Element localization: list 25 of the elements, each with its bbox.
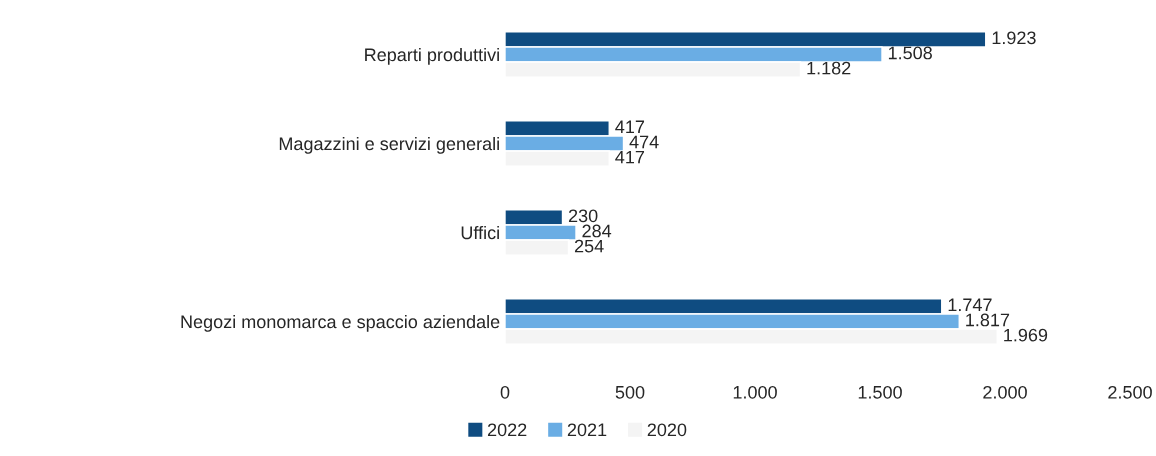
y-tick-label: Uffici [461,225,499,240]
data-label: 1.817 [966,313,1010,327]
data-label: 474 [629,135,659,149]
x-tick-label: 2.000 [983,385,1027,399]
x-tick-label: 1.000 [733,385,777,399]
data-label: 284 [582,224,612,238]
x-tick-label: 2.500 [1108,385,1152,399]
legend-label: 2022 [487,423,527,437]
data-label: 230 [568,209,598,223]
data-label: 1.969 [1004,328,1048,342]
x-tick-label: 1.500 [858,385,902,399]
y-tick-label: Negozi monomarca e spaccio aziendale [181,314,500,332]
legend-label: 2021 [567,423,607,437]
data-label: 417 [615,150,645,164]
data-label: 1.923 [992,31,1036,45]
y-tick-label: Magazzini e servizi generali [279,136,499,154]
data-label: 1.747 [948,298,992,312]
data-label: 1.508 [888,46,932,60]
legend-label: 2020 [647,423,687,437]
data-label: 1.182 [807,61,851,75]
data-label: 254 [574,239,604,253]
x-tick-label: 0 [500,385,510,399]
data-label: 417 [615,120,645,134]
y-tick-label: Reparti produttivi [365,47,499,65]
x-tick-label: 500 [615,385,645,399]
